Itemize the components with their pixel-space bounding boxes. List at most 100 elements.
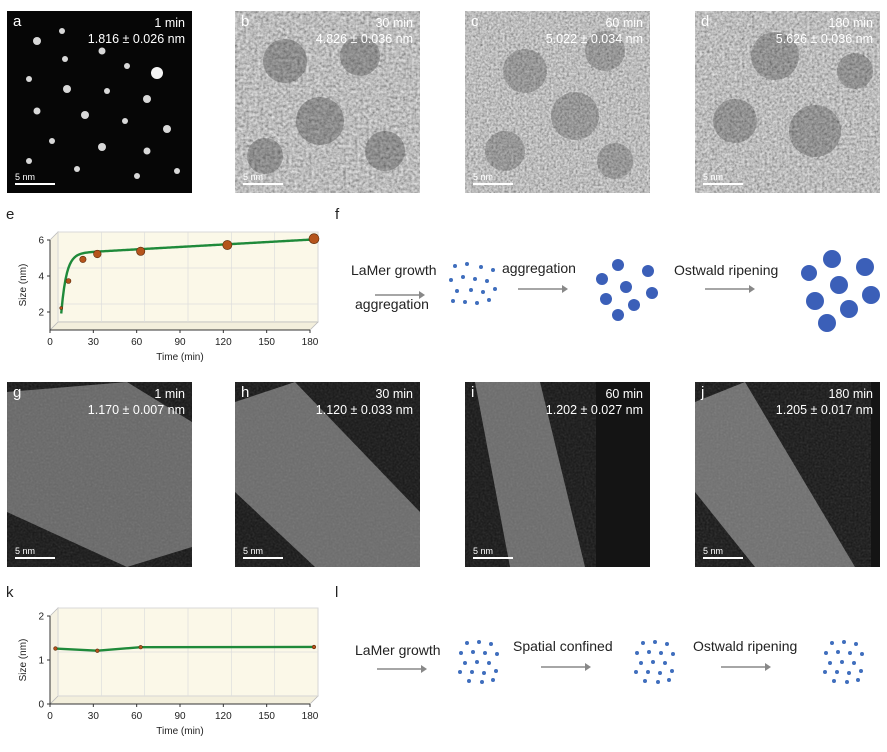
panel-info: 1 min 1.816 ± 0.026 nm	[88, 15, 185, 47]
panel-info: 60 min 5.022 ± 0.034 nm	[546, 15, 643, 47]
panel-letter: k	[6, 584, 14, 601]
scale-label: 5 nm	[473, 172, 494, 182]
size-label: 1.816 ± 0.026 nm	[87, 32, 185, 46]
x-tick-label: 180	[302, 337, 319, 348]
scale-bar: 5 nm	[703, 172, 743, 185]
x-tick-label: 90	[174, 337, 186, 348]
step2-label: aggregation	[502, 260, 576, 276]
scale-label: 5 nm	[15, 546, 36, 556]
arrow-icon	[375, 288, 425, 302]
x-tick-label: 90	[174, 711, 186, 722]
time-label: 30 min	[375, 387, 413, 401]
panel-letter: l	[335, 584, 339, 601]
panel-letter: g	[13, 384, 22, 401]
panel-letter: d	[701, 13, 710, 30]
scale-line	[15, 183, 55, 185]
scale-bar: 5 nm	[703, 546, 743, 559]
x-axis-label: Time (min)	[156, 352, 203, 363]
x-tick-label: 30	[88, 711, 100, 722]
haadf-image	[7, 11, 192, 193]
size-label: 1.202 ± 0.027 nm	[545, 403, 643, 417]
haadf-image	[235, 382, 420, 567]
scheme-l: l LaMer growth Spatial confined Ostwald …	[335, 580, 887, 752]
x-tick-label: 0	[47, 711, 53, 722]
x-axis-label: Time (min)	[156, 726, 203, 737]
data-point	[138, 645, 143, 650]
arrow-icon	[541, 660, 591, 674]
x-tick-label: 0	[47, 337, 53, 348]
scale-line	[703, 183, 743, 185]
scale-bar: 5 nm	[473, 172, 513, 185]
y-tick-label: 1	[38, 656, 44, 667]
time-label: 1 min	[154, 387, 185, 401]
cluster-dots-icon-1	[458, 640, 499, 684]
data-point	[308, 233, 320, 245]
panel-letter: a	[13, 13, 22, 30]
time-label: 1 min	[154, 16, 185, 30]
x-tick-label: 120	[215, 711, 232, 722]
ripened-spheres-icon	[801, 250, 880, 332]
y-tick-label: 2	[38, 308, 44, 319]
arrow-icon	[721, 660, 771, 674]
x-tick-label: 60	[131, 337, 143, 348]
time-label: 60 min	[605, 387, 643, 401]
y-tick-label: 0	[38, 700, 44, 711]
step1-top-label: LaMer growth	[351, 262, 437, 278]
chart-e: e 0 30 60 90 120 150 180 2 4 6 Time (min) Size (nm)	[0, 200, 330, 375]
scale-bar: 5 nm	[15, 546, 55, 559]
plot-floor	[49, 695, 319, 705]
scheme-f: f LaMer growth aggregation aggregation O…	[335, 200, 887, 375]
x-tick-label: 30	[88, 337, 100, 348]
data-point	[79, 255, 87, 263]
nucleation-dots-icon	[449, 262, 497, 305]
x-tick-label: 120	[215, 337, 232, 348]
cluster-dots-icon-2	[634, 640, 675, 684]
panel-info: 30 min 4.826 ± 0.036 nm	[316, 15, 413, 47]
y-tick-label: 2	[38, 612, 44, 623]
time-label: 180 min	[828, 16, 873, 30]
chart-k-plot: 0 30 60 90 120 150 180 0 1 2 Time (min) Size (nm)	[18, 607, 319, 737]
step2-label: Spatial confined	[513, 638, 613, 654]
y-axis-label: Size (nm)	[18, 264, 29, 307]
scale-line	[473, 183, 513, 185]
data-point	[93, 249, 102, 259]
haadf-panel-j: j 180 min 1.205 ± 0.017 nm 5 nm	[695, 382, 880, 567]
data-point	[65, 278, 72, 284]
step1-label: LaMer growth	[355, 642, 441, 658]
fit-line	[55, 645, 315, 652]
plot-left-wall	[49, 231, 59, 331]
arrow-icon	[705, 282, 755, 296]
panel-letter: f	[335, 206, 340, 223]
panel-letter: c	[471, 13, 479, 30]
step3-label: Ostwald ripening	[674, 262, 779, 278]
plot-floor	[49, 321, 319, 331]
y-tick-label: 6	[38, 236, 44, 247]
data-point	[311, 644, 317, 650]
x-tick-label: 150	[258, 337, 275, 348]
y-axis-label: Size (nm)	[18, 639, 29, 682]
panel-letter: h	[241, 384, 250, 401]
scale-line	[703, 557, 743, 559]
scale-bar: 5 nm	[243, 172, 283, 185]
scale-bar: 5 nm	[243, 546, 283, 559]
panel-info: 30 min 1.120 ± 0.033 nm	[316, 386, 413, 418]
x-tick-label: 150	[258, 711, 275, 722]
time-label: 30 min	[375, 16, 413, 30]
size-label: 1.120 ± 0.033 nm	[315, 403, 413, 417]
panel-letter: e	[6, 206, 15, 223]
haadf-panel-i: i 60 min 1.202 ± 0.027 nm 5 nm	[465, 382, 650, 567]
scale-line	[15, 557, 55, 559]
panel-info: 60 min 1.202 ± 0.027 nm	[546, 386, 643, 418]
x-tick-label: 180	[302, 711, 319, 722]
panel-info: 180 min 5.626 ± 0.036 nm	[776, 15, 873, 47]
data-point	[59, 306, 64, 310]
scale-line	[473, 557, 513, 559]
y-tick-label: 4	[38, 272, 44, 283]
x-tick-label: 60	[131, 711, 143, 722]
chart-e-plot: 0 30 60 90 120 150 180 2 4 6 Time (min) Size (nm)	[18, 231, 320, 363]
haadf-image	[695, 382, 880, 567]
tem-panel-d: d 180 min 5.626 ± 0.036 nm 5 nm	[695, 11, 880, 193]
time-label: 60 min	[605, 16, 643, 30]
data-point	[222, 240, 233, 250]
arrow-icon	[518, 282, 568, 296]
